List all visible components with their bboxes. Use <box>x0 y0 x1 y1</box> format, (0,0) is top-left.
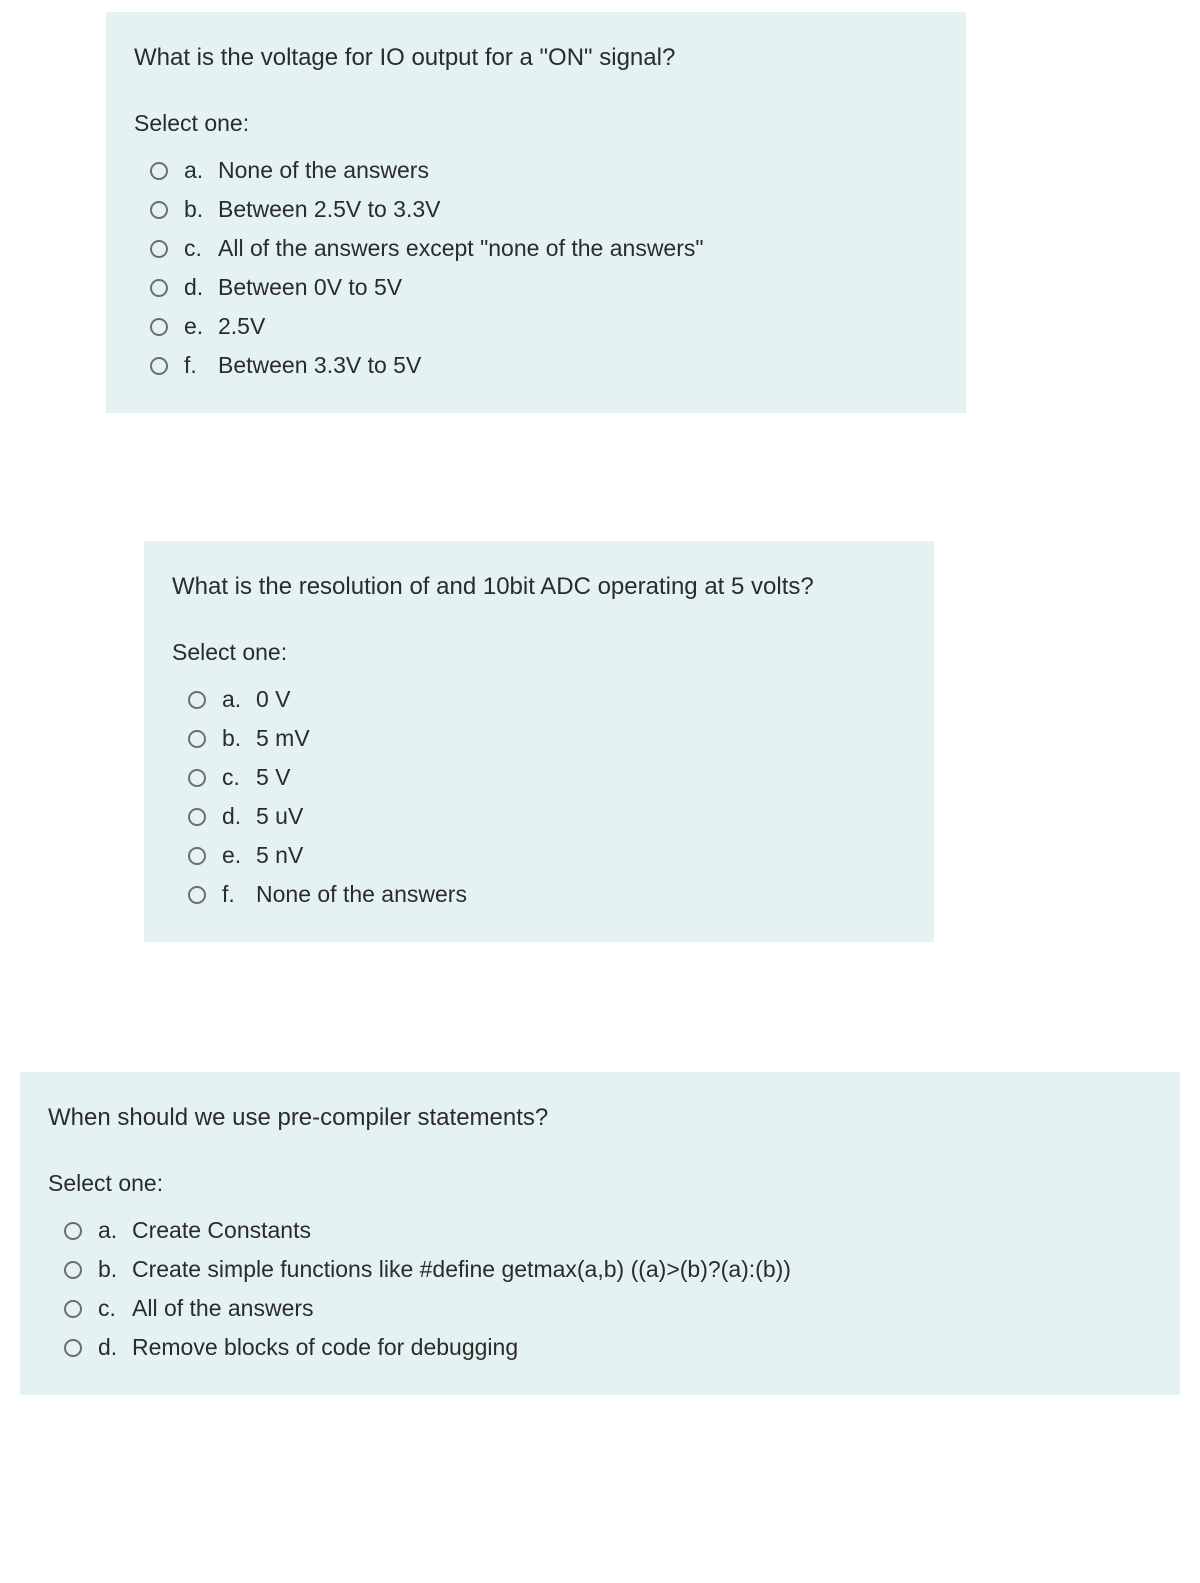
option-row[interactable]: a. Create Constants <box>48 1211 1152 1250</box>
option-text: 5 mV <box>256 725 310 752</box>
option-letter: c. <box>98 1295 132 1322</box>
option-row[interactable]: a. None of the answers <box>134 151 938 190</box>
option-letter: f. <box>184 352 218 379</box>
question-block: When should we use pre-compiler statemen… <box>20 1072 1180 1395</box>
option-letter: c. <box>222 764 256 791</box>
option-row[interactable]: c. All of the answers except "none of th… <box>134 229 938 268</box>
option-row[interactable]: b. Between 2.5V to 3.3V <box>134 190 938 229</box>
option-row[interactable]: a. 0 V <box>172 680 906 719</box>
option-row[interactable]: f. None of the answers <box>172 875 906 914</box>
page-canvas: What is the voltage for IO output for a … <box>0 0 1200 1583</box>
option-row[interactable]: e. 5 nV <box>172 836 906 875</box>
option-text: Between 2.5V to 3.3V <box>218 196 441 223</box>
option-letter: d. <box>222 803 256 830</box>
options-list: a. Create Constants b. Create simple fun… <box>48 1211 1152 1367</box>
question-text: What is the resolution of and 10bit ADC … <box>172 571 906 603</box>
option-row[interactable]: e. 2.5V <box>134 307 938 346</box>
radio-icon[interactable] <box>150 279 168 297</box>
question-text: When should we use pre-compiler statemen… <box>48 1102 1152 1134</box>
option-letter: a. <box>184 157 218 184</box>
radio-icon[interactable] <box>150 162 168 180</box>
option-row[interactable]: b. Create simple functions like #define … <box>48 1250 1152 1289</box>
option-letter: d. <box>98 1334 132 1361</box>
radio-icon[interactable] <box>64 1300 82 1318</box>
option-text: Remove blocks of code for debugging <box>132 1334 518 1361</box>
radio-icon[interactable] <box>188 886 206 904</box>
option-text: Between 0V to 5V <box>218 274 402 301</box>
option-letter: b. <box>98 1256 132 1283</box>
option-row[interactable]: b. 5 mV <box>172 719 906 758</box>
option-text: 5 V <box>256 764 291 791</box>
radio-icon[interactable] <box>150 357 168 375</box>
option-text: None of the answers <box>218 157 429 184</box>
radio-icon[interactable] <box>188 847 206 865</box>
radio-icon[interactable] <box>64 1222 82 1240</box>
radio-icon[interactable] <box>150 318 168 336</box>
option-row[interactable]: d. Between 0V to 5V <box>134 268 938 307</box>
option-letter: e. <box>184 313 218 340</box>
option-text: Between 3.3V to 5V <box>218 352 421 379</box>
option-text: None of the answers <box>256 881 467 908</box>
option-letter: b. <box>222 725 256 752</box>
question-text: What is the voltage for IO output for a … <box>134 42 938 74</box>
option-text: Create simple functions like #define get… <box>132 1256 791 1283</box>
option-letter: a. <box>222 686 256 713</box>
question-block: What is the voltage for IO output for a … <box>106 12 966 413</box>
option-text: All of the answers except "none of the a… <box>218 235 704 262</box>
option-letter: e. <box>222 842 256 869</box>
select-one-label: Select one: <box>172 639 906 666</box>
radio-icon[interactable] <box>188 730 206 748</box>
option-text: Create Constants <box>132 1217 311 1244</box>
option-letter: c. <box>184 235 218 262</box>
option-letter: a. <box>98 1217 132 1244</box>
option-letter: b. <box>184 196 218 223</box>
radio-icon[interactable] <box>150 240 168 258</box>
option-text: 2.5V <box>218 313 265 340</box>
option-letter: d. <box>184 274 218 301</box>
option-text: 5 uV <box>256 803 303 830</box>
option-row[interactable]: d. 5 uV <box>172 797 906 836</box>
radio-icon[interactable] <box>64 1261 82 1279</box>
option-row[interactable]: f. Between 3.3V to 5V <box>134 346 938 385</box>
radio-icon[interactable] <box>188 808 206 826</box>
radio-icon[interactable] <box>150 201 168 219</box>
radio-icon[interactable] <box>188 769 206 787</box>
radio-icon[interactable] <box>64 1339 82 1357</box>
select-one-label: Select one: <box>134 110 938 137</box>
option-text: 5 nV <box>256 842 303 869</box>
option-text: 0 V <box>256 686 291 713</box>
option-row[interactable]: d. Remove blocks of code for debugging <box>48 1328 1152 1367</box>
options-list: a. 0 V b. 5 mV c. 5 V d. 5 uV e. 5 n <box>172 680 906 914</box>
select-one-label: Select one: <box>48 1170 1152 1197</box>
option-text: All of the answers <box>132 1295 314 1322</box>
option-row[interactable]: c. 5 V <box>172 758 906 797</box>
options-list: a. None of the answers b. Between 2.5V t… <box>134 151 938 385</box>
radio-icon[interactable] <box>188 691 206 709</box>
question-block: What is the resolution of and 10bit ADC … <box>144 541 934 942</box>
option-row[interactable]: c. All of the answers <box>48 1289 1152 1328</box>
option-letter: f. <box>222 881 256 908</box>
